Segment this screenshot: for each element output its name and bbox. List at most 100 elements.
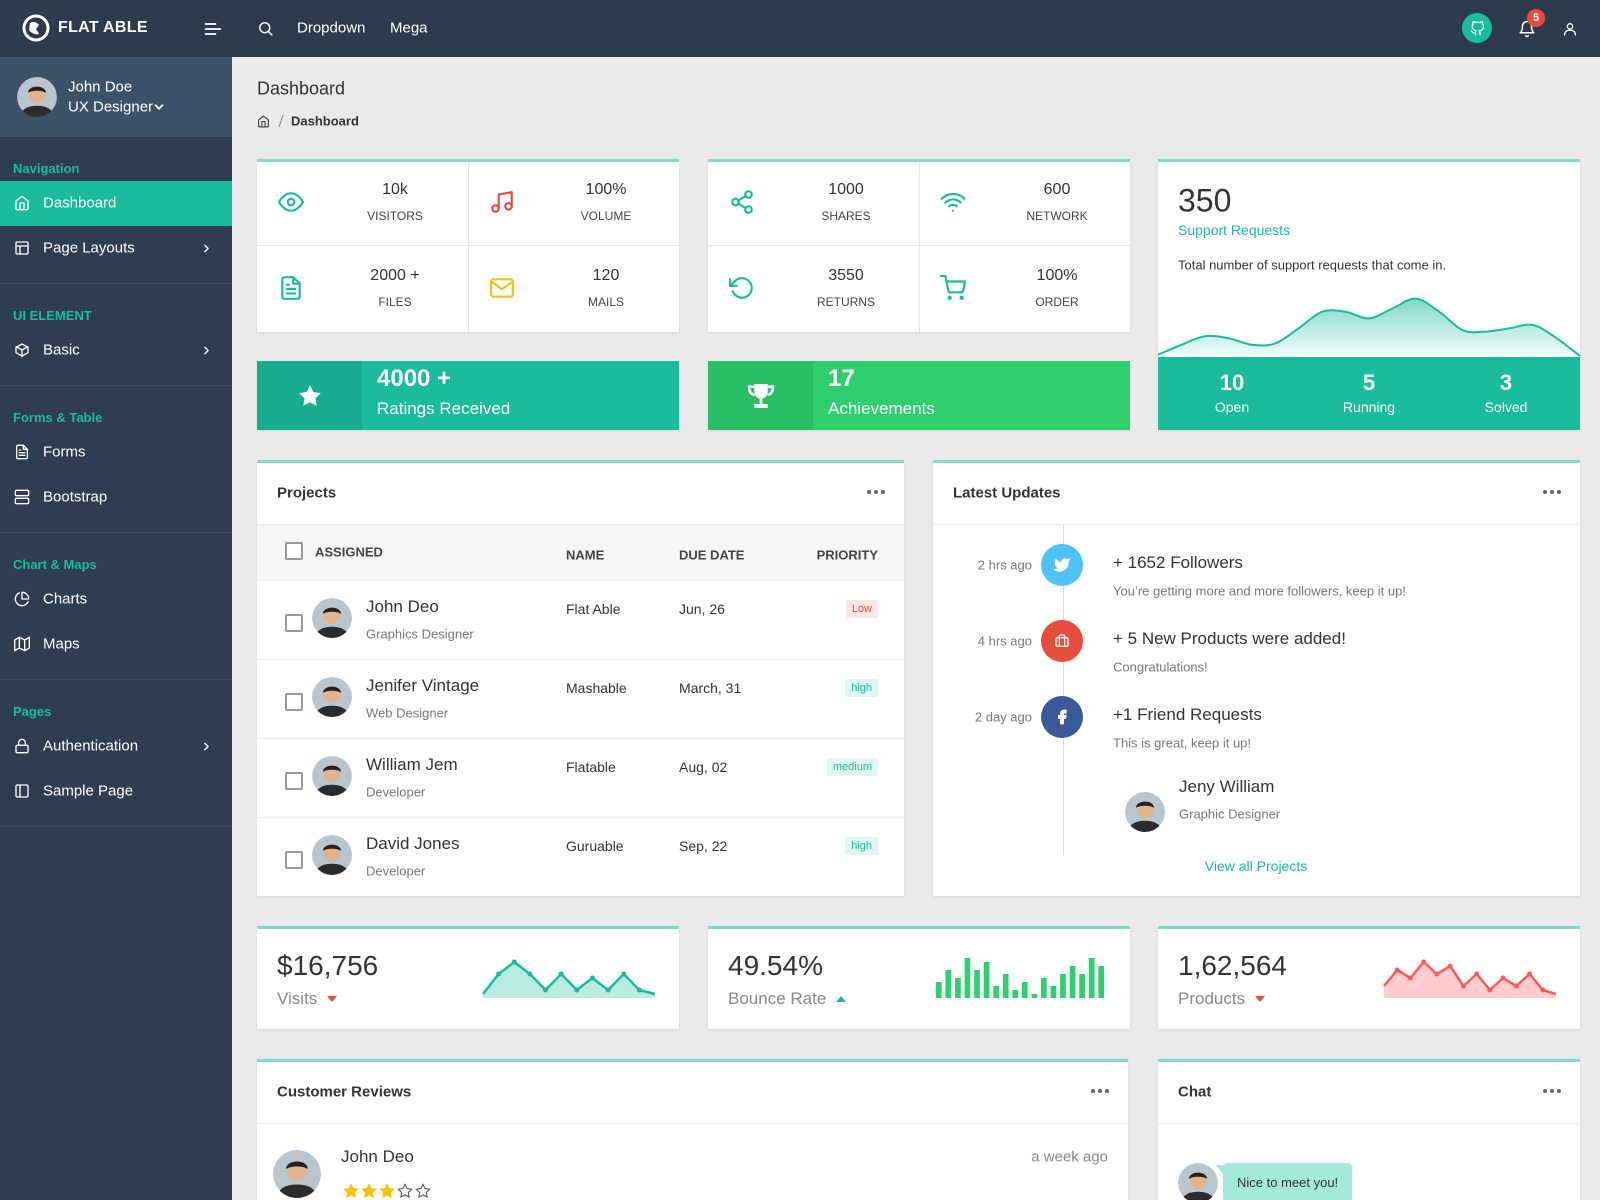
nav-chevron: [200, 242, 213, 255]
menu-toggle[interactable]: [203, 19, 223, 39]
assignee-role: Web Designer: [366, 705, 449, 721]
trend-arrow: [836, 996, 847, 1002]
icon-part: [754, 384, 768, 399]
icon-part: [257, 115, 269, 127]
breadcrumb-separator: [278, 114, 284, 128]
bubble-tail: [1216, 1165, 1224, 1175]
search-button[interactable]: [257, 20, 274, 37]
spark-bar: [1088, 958, 1095, 998]
more-menu[interactable]: [1543, 489, 1561, 495]
nav-item[interactable]: Maps: [0, 622, 232, 667]
icon-part: [1566, 23, 1574, 30]
support-stat-value: 3: [1499, 370, 1513, 395]
icon-part: [15, 195, 29, 211]
icon-part: [1550, 490, 1554, 494]
icon-part: [343, 1183, 359, 1198]
icon-part: [747, 385, 775, 396]
checkbox[interactable]: [285, 614, 303, 632]
icon-part: [1058, 709, 1067, 725]
summary-label-row: Visits: [277, 989, 338, 1009]
summary-value: 49.54%: [728, 950, 823, 981]
view-all-link[interactable]: View all Projects: [1204, 858, 1308, 874]
nav-item[interactable]: Authentication: [0, 724, 232, 769]
github-icon: [1470, 20, 1485, 36]
avatar: [312, 677, 352, 717]
icon-part: [491, 191, 513, 213]
assignee-name: John Deo: [366, 597, 439, 616]
icon: [14, 489, 30, 505]
nav-item[interactable]: Basic: [0, 328, 232, 373]
icon: [1091, 1089, 1109, 1093]
more-menu[interactable]: [1091, 1088, 1109, 1094]
nav-item[interactable]: Forms: [0, 430, 232, 475]
top-nav-link[interactable]: Dropdown: [297, 19, 366, 37]
icon-part: [1130, 820, 1160, 832]
notifications-button[interactable]: [1518, 20, 1536, 38]
nav-section-title: UI ELEMENT: [13, 308, 92, 323]
nav-item[interactable]: Page Layouts: [0, 226, 232, 271]
icon-part: [14, 592, 29, 607]
project-name: Mashable: [566, 680, 627, 696]
stat-icon: [729, 275, 755, 301]
stat-icon: [489, 189, 515, 215]
stat-value: 2000 +: [370, 267, 420, 284]
chat-card: [1158, 1059, 1580, 1200]
icon-part: [490, 280, 514, 291]
checkbox[interactable]: [285, 542, 303, 560]
star-rating: [343, 1183, 431, 1199]
icon: [1543, 1089, 1561, 1093]
due-date: March, 31: [679, 680, 742, 696]
spark-point: [1487, 987, 1493, 993]
stat-label: VISITORS: [367, 209, 423, 223]
due-date: Jun, 26: [679, 601, 725, 617]
icon-part: [497, 191, 513, 210]
github-button[interactable]: [1462, 13, 1492, 43]
more-menu[interactable]: [1543, 1088, 1561, 1094]
nav-section: Navigation Dashboard Page Layouts: [0, 137, 232, 284]
more-menu[interactable]: [867, 489, 885, 495]
stat-icon: [940, 189, 966, 215]
spark-point: [558, 971, 564, 977]
checkbox[interactable]: [285, 693, 303, 711]
icon-part: [1183, 1191, 1213, 1200]
icon-part: [267, 30, 273, 36]
spark-point: [496, 971, 502, 977]
icon-part: [1543, 1089, 1547, 1093]
card-header-divider: [933, 524, 1580, 525]
spark-bar: [1069, 966, 1076, 998]
icon-part: [15, 195, 29, 211]
user-menu[interactable]: [1562, 21, 1578, 37]
icon-part: [203, 742, 209, 750]
icon-part: [1055, 637, 1069, 647]
nav-label: Dashboard: [43, 194, 117, 212]
icon-part: [1519, 20, 1535, 38]
assignee-role: Developer: [366, 863, 426, 879]
header: [0, 0, 1600, 57]
icon-part: [317, 705, 347, 717]
stat-value: 3550: [828, 267, 864, 284]
nav-item[interactable]: Sample Page: [0, 769, 232, 814]
nav-item[interactable]: Charts: [0, 577, 232, 622]
notification-count: 5: [1532, 12, 1540, 24]
icon-part: [881, 490, 885, 494]
spark-point: [1394, 967, 1400, 973]
icon: [281, 276, 301, 300]
spark-point: [1500, 975, 1506, 981]
stat-label: VOLUME: [580, 209, 632, 223]
trend-arrow: [327, 996, 338, 1002]
update-title: +1 Friend Requests: [1113, 705, 1262, 724]
icon-part: [18, 444, 28, 456]
icon-part: [203, 742, 209, 750]
spark-bar: [1041, 978, 1047, 998]
top-nav-link[interactable]: Mega: [390, 19, 428, 37]
icon: [257, 115, 269, 127]
icon-part: [203, 244, 209, 252]
nav-item[interactable]: Bootstrap: [0, 475, 232, 520]
project-name: Flatable: [566, 759, 616, 775]
checkbox[interactable]: [285, 772, 303, 790]
checkbox[interactable]: [285, 851, 303, 869]
icon-part: [1564, 23, 1576, 36]
nav-item[interactable]: Dashboard: [0, 181, 232, 226]
icon-part: [323, 844, 341, 851]
